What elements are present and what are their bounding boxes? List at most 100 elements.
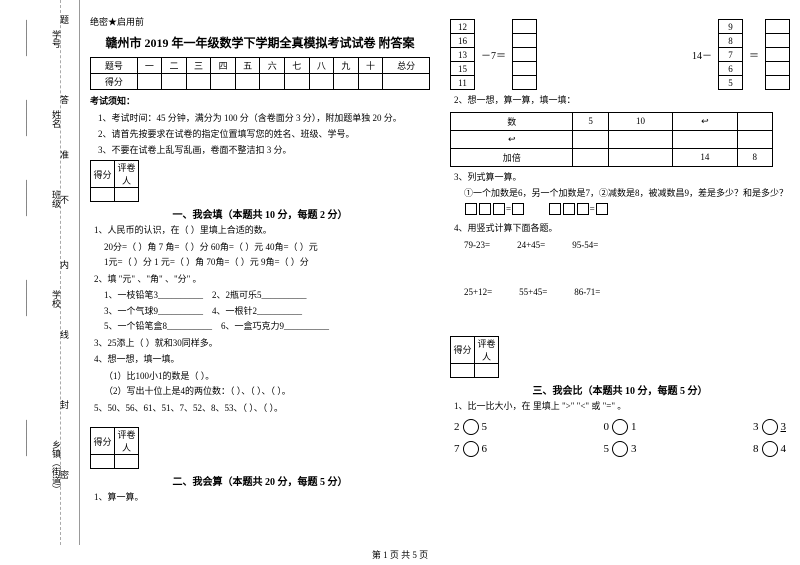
- operator: 14－: [692, 47, 712, 62]
- seal-text: 密: [58, 470, 71, 479]
- right-column: 12 16 13 15 11 －7＝ 14－ 9 8 7 6 5: [450, 15, 790, 540]
- margin-label: 乡镇（街道）: [50, 440, 63, 494]
- cell: 8: [737, 148, 772, 166]
- question: 5、50、56、61、51、7、52、8、53、（ ）、（ ）。: [94, 402, 430, 416]
- seal-text: 不: [58, 195, 71, 204]
- question: 4、用竖式计算下面各题。: [454, 222, 790, 236]
- cell: 16: [451, 34, 475, 48]
- margin-label: 学校: [50, 290, 63, 308]
- notice-item: 1、考试时间：45 分钟，满分为 100 分（含卷面分 3 分），附加题单独 2…: [98, 111, 430, 124]
- notice-item: 3、不要在试卷上乱写乱画，卷面不整洁扣 3 分。: [98, 143, 430, 156]
- cell: 十: [358, 58, 383, 74]
- binding-margin: 学号 ________ 姓名 ________ 班级 ________ 学校 _…: [0, 0, 80, 545]
- compare-item: 53: [604, 441, 637, 457]
- cell: 6: [719, 62, 743, 76]
- question-sub: 25+12= 55+45= 86-71=: [464, 286, 790, 300]
- margin-label: 学号: [50, 30, 63, 48]
- cell: 七: [285, 58, 310, 74]
- secret-label: 绝密★启用前: [90, 15, 430, 28]
- cell: 得分: [91, 161, 115, 188]
- question: 3、25添上（ ）就和30同样多。: [94, 337, 430, 351]
- question: 2、想一想，算一算，填一填：: [454, 94, 790, 108]
- question-sub: 1元=（ ）分 1 元=（ ）角 70角=（ ）元 9角=（ ）分: [104, 256, 430, 270]
- answer-column: [512, 19, 537, 90]
- cell: 得分: [91, 428, 115, 455]
- cell: 8: [719, 34, 743, 48]
- circle-blank: [762, 419, 778, 435]
- question-sub: 1、一枝铅笔3__________ 2、2瓶可乐5__________: [104, 289, 430, 303]
- cell: 数: [451, 112, 573, 130]
- margin-field: ________: [25, 280, 35, 316]
- exam-title: 赣州市 2019 年一年级数学下学期全真模拟考试试卷 附答案: [90, 34, 430, 51]
- answer-column: [765, 19, 790, 90]
- cell: 14: [673, 148, 737, 166]
- cell: 题号: [91, 58, 138, 74]
- cell: 5: [719, 76, 743, 90]
- double-table: 数510↩ ↩ 加倍148: [450, 112, 773, 167]
- cell: 7: [719, 48, 743, 62]
- cell: 三: [186, 58, 211, 74]
- circle-blank: [463, 441, 479, 457]
- margin-label: 姓名: [50, 110, 63, 128]
- cell: 15: [451, 62, 475, 76]
- cell: 评卷人: [115, 161, 139, 188]
- cell: 一: [137, 58, 162, 74]
- section-title: 三、我会比（本题共 10 分，每题 5 分）: [450, 382, 790, 397]
- question-sub: （2）写出十位上是4的两位数：（ ）、（ ）、（ ）。: [104, 385, 430, 399]
- question: 1、比一比大小，在 里填上 ">" "<" 或 "=" 。: [454, 400, 790, 414]
- cell: 加倍: [451, 148, 573, 166]
- cell: 得分: [91, 74, 138, 90]
- question-sub: 3、一个气球9__________ 4、一根针2__________: [104, 305, 430, 319]
- page: 学号 ________ 姓名 ________ 班级 ________ 学校 _…: [0, 0, 800, 545]
- calc-row: 12 16 13 15 11 －7＝ 14－ 9 8 7 6 5: [450, 19, 790, 90]
- content: 绝密★启用前 赣州市 2019 年一年级数学下学期全真模拟考试试卷 附答案 题号…: [80, 0, 800, 545]
- seal-text: 封: [58, 400, 71, 409]
- notice-title: 考试须知：: [90, 94, 430, 107]
- margin-field: ________: [25, 180, 35, 216]
- question-sub: 20分=（ ）角 7 角=（ ）分 60角=（ ）元 40角=（ ）元: [104, 241, 430, 255]
- question: 2、填 "元" 、"角" 、"分" 。: [94, 273, 430, 287]
- table-row: 题号一二三四五六七八九十总分: [91, 58, 430, 74]
- margin-field: ________: [25, 100, 35, 136]
- cell: 5: [573, 112, 608, 130]
- cell: 九: [334, 58, 359, 74]
- question-text: 1、比一比大小，在 里填上 ">" "<" 或 "=" 。: [454, 401, 626, 411]
- cell: 六: [260, 58, 285, 74]
- cell: 9: [719, 20, 743, 34]
- value-column: 9 8 7 6 5: [718, 19, 743, 90]
- compare-item: 01: [604, 419, 637, 435]
- question: 3、列式算一算。: [454, 171, 790, 185]
- score-table: 题号一二三四五六七八九十总分 得分: [90, 57, 430, 90]
- cell: 总分: [383, 58, 430, 74]
- seal-text: 线: [58, 330, 71, 339]
- cell: 11: [451, 76, 475, 90]
- compare-item: 84: [753, 441, 786, 457]
- section-title: 二、我会算（本题共 20 分，每题 5 分）: [90, 473, 430, 488]
- question-sub: 5、一个铅笔盒8__________ 6、一盒巧克力9__________: [104, 320, 430, 334]
- margin-field: ________: [25, 420, 35, 456]
- circle-blank: [762, 441, 778, 457]
- question: 1、算一算。: [94, 491, 430, 505]
- value-column: 12 16 13 15 11: [450, 19, 475, 90]
- seal-text: 准: [58, 150, 71, 159]
- compare-item: 76: [454, 441, 487, 457]
- seal-text: 答: [58, 95, 71, 104]
- circle-blank: [612, 419, 628, 435]
- section-title: 一、我会填（本题共 10 分，每题 2 分）: [90, 206, 430, 221]
- operator: ＝: [749, 47, 759, 62]
- seal-text: 题: [58, 15, 71, 24]
- table-row: 得分: [91, 74, 430, 90]
- answer-boxes: = =: [464, 203, 790, 220]
- question-sub: （1）比100小1的数是（ ）。: [104, 370, 430, 384]
- cell: 二: [162, 58, 187, 74]
- cell: 12: [451, 20, 475, 34]
- cell: 八: [309, 58, 334, 74]
- cell: 五: [235, 58, 260, 74]
- question: 4、想一想，填一填。: [94, 353, 430, 367]
- compare-item: 25: [454, 419, 487, 435]
- circle-blank: [612, 441, 628, 457]
- notice-item: 2、请首先按要求在试卷的指定位置填写您的姓名、班级、学号。: [98, 127, 430, 140]
- grade-box: 得分评卷人: [450, 336, 499, 378]
- compare-row: 25 01 33: [454, 419, 786, 435]
- circle-blank: [463, 419, 479, 435]
